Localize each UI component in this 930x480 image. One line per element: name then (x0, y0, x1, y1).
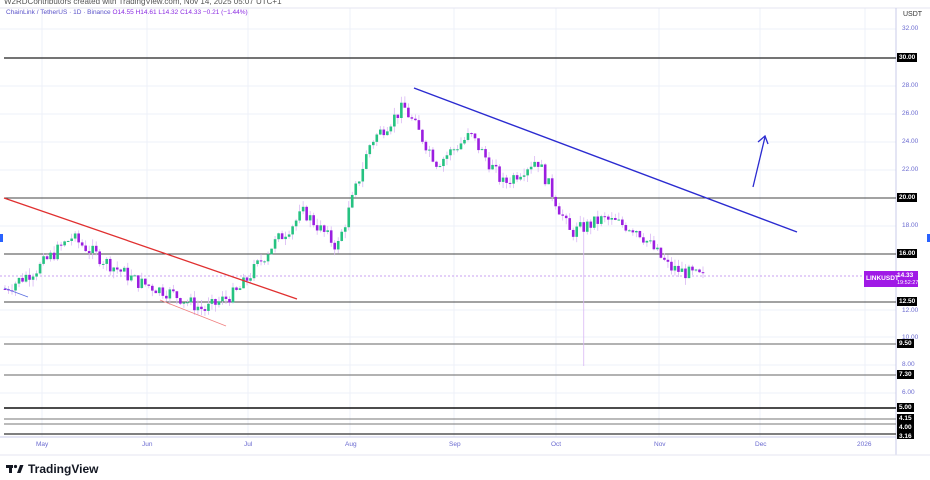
level-tag[interactable]: 4.15 (897, 414, 914, 423)
y-tick: 6.00 (902, 389, 915, 396)
y-tick: 22.00 (902, 166, 919, 173)
y-tick: 26.00 (902, 110, 919, 117)
level-tag[interactable]: 4.00 (897, 423, 914, 432)
level-tag[interactable]: 16.00 (897, 249, 918, 258)
last-price-tag: LINKUSDT 14.33 19:52:27 (864, 271, 918, 287)
y-tick: 18.00 (902, 222, 919, 229)
last-price-symbol: LINKUSDT (866, 275, 899, 282)
symbol-legend: ChainLink / TetherUS · 1D · Binance O14.… (6, 9, 248, 16)
up-arrow-annotation[interactable] (752, 134, 769, 188)
chart-credit: W2RDContributors created with TradingVie… (4, 0, 282, 6)
blue-resistance-trendline[interactable] (413, 87, 798, 233)
level-tag[interactable]: 5.00 (897, 403, 914, 412)
x-tick: May (36, 441, 49, 448)
x-tick: Dec (755, 441, 767, 448)
left-edge-marker (0, 234, 3, 242)
level-tag[interactable]: 12.50 (897, 297, 918, 306)
x-tick: Nov (654, 441, 666, 448)
currency-label: USDT (903, 11, 923, 18)
blue-small-line[interactable] (3, 287, 29, 298)
right-edge-marker (927, 234, 930, 242)
red-trendline[interactable] (3, 197, 298, 300)
x-tick: Oct (551, 441, 562, 448)
x-tick: 2026 (857, 441, 872, 448)
close-value: C14.33 (180, 9, 202, 16)
level-tag[interactable]: 3.16 (897, 432, 914, 439)
y-tick: 10.00 (902, 334, 919, 341)
x-tick: Aug (345, 441, 357, 448)
high-value: H14.61 (135, 9, 157, 16)
y-tick: 32.00 (902, 25, 919, 32)
tradingview-logo[interactable]: TradingView (6, 462, 98, 476)
low-value: L14.32 (158, 9, 179, 16)
level-tag[interactable]: 7.30 (897, 370, 914, 379)
y-tick: 12.00 (902, 307, 919, 314)
last-price-value: 14.33 (897, 272, 914, 279)
x-tick: Jul (244, 441, 253, 448)
horizontal-levels[interactable] (4, 57, 896, 435)
grid (0, 8, 896, 437)
y-tick: 8.00 (902, 361, 915, 368)
open-value: O14.55 (112, 9, 134, 16)
y-tick: 28.00 (902, 82, 919, 89)
change-value: −0.21 (−1.44%) (202, 9, 248, 16)
x-tick: Jun (142, 441, 153, 448)
red-channel-line[interactable] (159, 299, 227, 327)
level-tag[interactable]: 9.50 (897, 339, 914, 348)
bar-countdown: 19:52:27 (897, 280, 919, 286)
x-tick: Sep (449, 441, 461, 448)
tradingview-logo-text: TradingView (28, 462, 99, 476)
level-tag[interactable]: 20.00 (897, 193, 918, 202)
symbol-name[interactable]: ChainLink / TetherUS · 1D · Binance (6, 9, 111, 16)
candlestick-series[interactable] (3, 96, 705, 366)
y-tick: 24.00 (902, 138, 919, 145)
tradingview-logo-icon (6, 464, 24, 473)
level-tag[interactable]: 30.00 (897, 53, 918, 62)
